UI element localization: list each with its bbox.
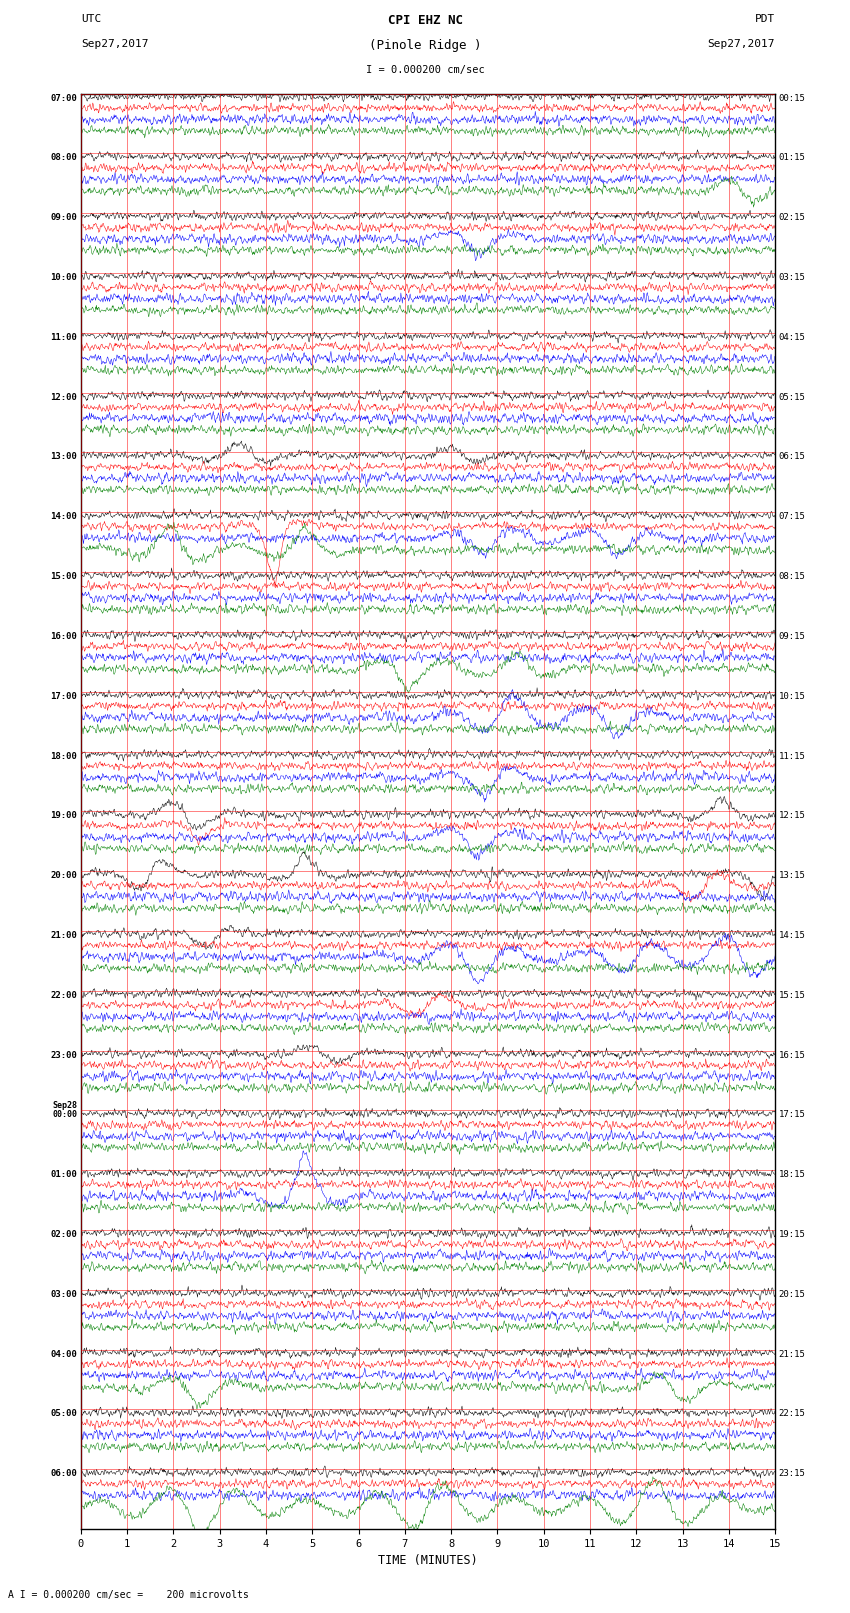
Text: Sep27,2017: Sep27,2017 <box>81 39 148 50</box>
Text: 17:00: 17:00 <box>50 692 77 700</box>
Text: 00:15: 00:15 <box>779 94 806 103</box>
Text: 06:00: 06:00 <box>50 1469 77 1478</box>
Text: 21:00: 21:00 <box>50 931 77 940</box>
Text: A I = 0.000200 cm/sec =    200 microvolts: A I = 0.000200 cm/sec = 200 microvolts <box>8 1590 249 1600</box>
Text: 05:15: 05:15 <box>779 392 806 402</box>
Text: 03:15: 03:15 <box>779 273 806 282</box>
Text: 06:15: 06:15 <box>779 453 806 461</box>
Text: (Pinole Ridge ): (Pinole Ridge ) <box>369 39 481 52</box>
Text: 03:00: 03:00 <box>50 1290 77 1298</box>
Text: 20:00: 20:00 <box>50 871 77 881</box>
Text: 09:00: 09:00 <box>50 213 77 223</box>
Text: 18:00: 18:00 <box>50 752 77 760</box>
Text: 02:15: 02:15 <box>779 213 806 223</box>
Text: 22:00: 22:00 <box>50 990 77 1000</box>
Text: 23:15: 23:15 <box>779 1469 806 1478</box>
Text: 07:00: 07:00 <box>50 94 77 103</box>
Text: 20:15: 20:15 <box>779 1290 806 1298</box>
Text: 13:00: 13:00 <box>50 453 77 461</box>
Text: 14:15: 14:15 <box>779 931 806 940</box>
Text: 10:00: 10:00 <box>50 273 77 282</box>
Text: 01:15: 01:15 <box>779 153 806 163</box>
Text: 16:15: 16:15 <box>779 1050 806 1060</box>
Text: 04:00: 04:00 <box>50 1350 77 1358</box>
Text: 12:15: 12:15 <box>779 811 806 821</box>
Text: 02:00: 02:00 <box>50 1231 77 1239</box>
Text: 23:00: 23:00 <box>50 1050 77 1060</box>
Text: 14:00: 14:00 <box>50 513 77 521</box>
Text: 19:00: 19:00 <box>50 811 77 821</box>
Text: I = 0.000200 cm/sec: I = 0.000200 cm/sec <box>366 66 484 76</box>
Text: 08:15: 08:15 <box>779 573 806 581</box>
Text: PDT: PDT <box>755 15 775 24</box>
Text: 10:15: 10:15 <box>779 692 806 700</box>
Text: 16:00: 16:00 <box>50 632 77 640</box>
Text: 09:15: 09:15 <box>779 632 806 640</box>
Text: CPI EHZ NC: CPI EHZ NC <box>388 15 462 27</box>
Text: 08:00: 08:00 <box>50 153 77 163</box>
Text: 18:15: 18:15 <box>779 1171 806 1179</box>
X-axis label: TIME (MINUTES): TIME (MINUTES) <box>378 1555 478 1568</box>
Text: 15:00: 15:00 <box>50 573 77 581</box>
Text: Sep28: Sep28 <box>53 1102 77 1110</box>
Text: Sep27,2017: Sep27,2017 <box>708 39 775 50</box>
Text: 17:15: 17:15 <box>779 1110 806 1119</box>
Text: 22:15: 22:15 <box>779 1410 806 1418</box>
Text: 11:00: 11:00 <box>50 332 77 342</box>
Text: 04:15: 04:15 <box>779 332 806 342</box>
Text: 11:15: 11:15 <box>779 752 806 760</box>
Text: 12:00: 12:00 <box>50 392 77 402</box>
Text: UTC: UTC <box>81 15 101 24</box>
Text: 01:00: 01:00 <box>50 1171 77 1179</box>
Text: 13:15: 13:15 <box>779 871 806 881</box>
Text: 21:15: 21:15 <box>779 1350 806 1358</box>
Text: 05:00: 05:00 <box>50 1410 77 1418</box>
Text: 00:00: 00:00 <box>53 1110 77 1119</box>
Text: 07:15: 07:15 <box>779 513 806 521</box>
Text: 19:15: 19:15 <box>779 1231 806 1239</box>
Text: 15:15: 15:15 <box>779 990 806 1000</box>
